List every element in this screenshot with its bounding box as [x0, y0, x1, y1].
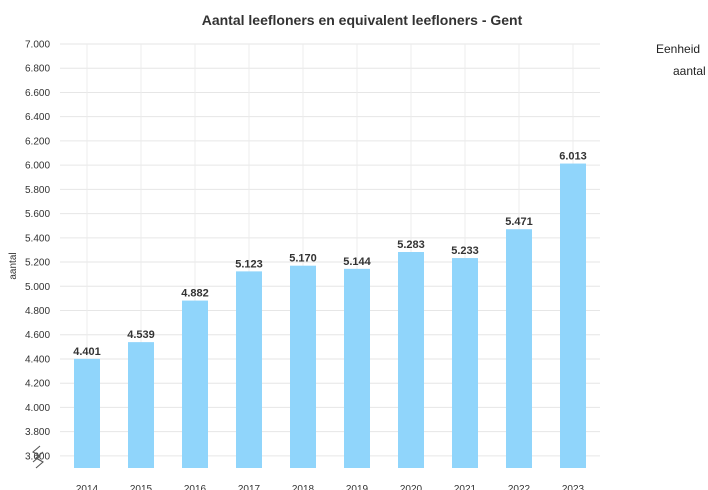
- data-label: 5.471: [505, 216, 533, 228]
- bar[interactable]: [344, 268, 370, 468]
- y-axis-label: aantal: [8, 252, 19, 279]
- data-label: 5.233: [451, 245, 479, 257]
- y-tick-label: 4.200: [25, 379, 50, 390]
- bar[interactable]: [506, 229, 532, 468]
- y-tick-label: 5.000: [25, 282, 50, 293]
- x-tick-label: 2019: [346, 484, 369, 490]
- y-tick-label: 4.600: [25, 330, 50, 341]
- x-tick-label: 2017: [238, 484, 261, 490]
- data-label: 6.013: [559, 151, 587, 163]
- y-tick-label: 6.000: [25, 161, 50, 172]
- x-tick-label: 2016: [184, 484, 207, 490]
- data-label: 5.123: [235, 258, 263, 270]
- bar[interactable]: [398, 252, 424, 468]
- bars: [74, 163, 586, 468]
- data-labels: 4.401 4.539 4.882 5.123 5.170 5.144 5.283 5.233…: [73, 151, 587, 358]
- bar[interactable]: [128, 342, 154, 468]
- bar[interactable]: [290, 265, 316, 468]
- y-tick-label: 3.800: [25, 427, 50, 438]
- data-label: 4.401: [73, 346, 101, 358]
- x-tick-label: 2022: [508, 484, 531, 490]
- unit-value: aantal: [673, 64, 706, 78]
- data-label: 5.170: [289, 253, 317, 265]
- y-tick-label: 5.800: [25, 185, 50, 196]
- data-label: 5.283: [397, 239, 425, 251]
- y-tick-label: 4.000: [25, 403, 50, 414]
- bar[interactable]: [182, 300, 208, 468]
- x-tick-label: 2018: [292, 484, 315, 490]
- data-label: 5.144: [343, 256, 371, 268]
- bar[interactable]: [236, 271, 262, 468]
- y-tick-label: 5.200: [25, 258, 50, 269]
- y-tick-label: 5.400: [25, 233, 50, 244]
- y-tick-label: 7.000: [25, 40, 50, 51]
- y-tick-label: 4.400: [25, 354, 50, 365]
- data-label: 4.539: [127, 329, 155, 341]
- x-tick-label: 2014: [76, 484, 99, 490]
- x-tick-label: 2021: [454, 484, 477, 490]
- y-axis-ticks: 3.6003.8004.0004.2004.4004.6004.8005.000…: [25, 40, 50, 463]
- y-tick-label: 5.600: [25, 209, 50, 220]
- x-axis-ticks: 2014 2015 2016 2017 2018 2019 2020 2021 2022 2023: [76, 484, 585, 490]
- y-tick-label: 4.800: [25, 306, 50, 317]
- y-tick-label: 6.800: [25, 64, 50, 75]
- y-tick-label: 6.400: [25, 112, 50, 123]
- x-tick-label: 2020: [400, 484, 423, 490]
- bar[interactable]: [560, 163, 586, 468]
- axis-break-icon: [32, 445, 44, 469]
- y-tick-label: 6.600: [25, 88, 50, 99]
- y-tick-label: 6.200: [25, 136, 50, 147]
- x-tick-label: 2015: [130, 484, 153, 490]
- data-label: 4.882: [181, 288, 209, 300]
- chart-title: Aantal leefloners en equivalent leeflone…: [202, 12, 523, 28]
- unit-heading: Eenheid: [656, 42, 701, 56]
- bar[interactable]: [74, 358, 100, 468]
- x-tick-label: 2023: [562, 484, 585, 490]
- bar[interactable]: [452, 258, 478, 468]
